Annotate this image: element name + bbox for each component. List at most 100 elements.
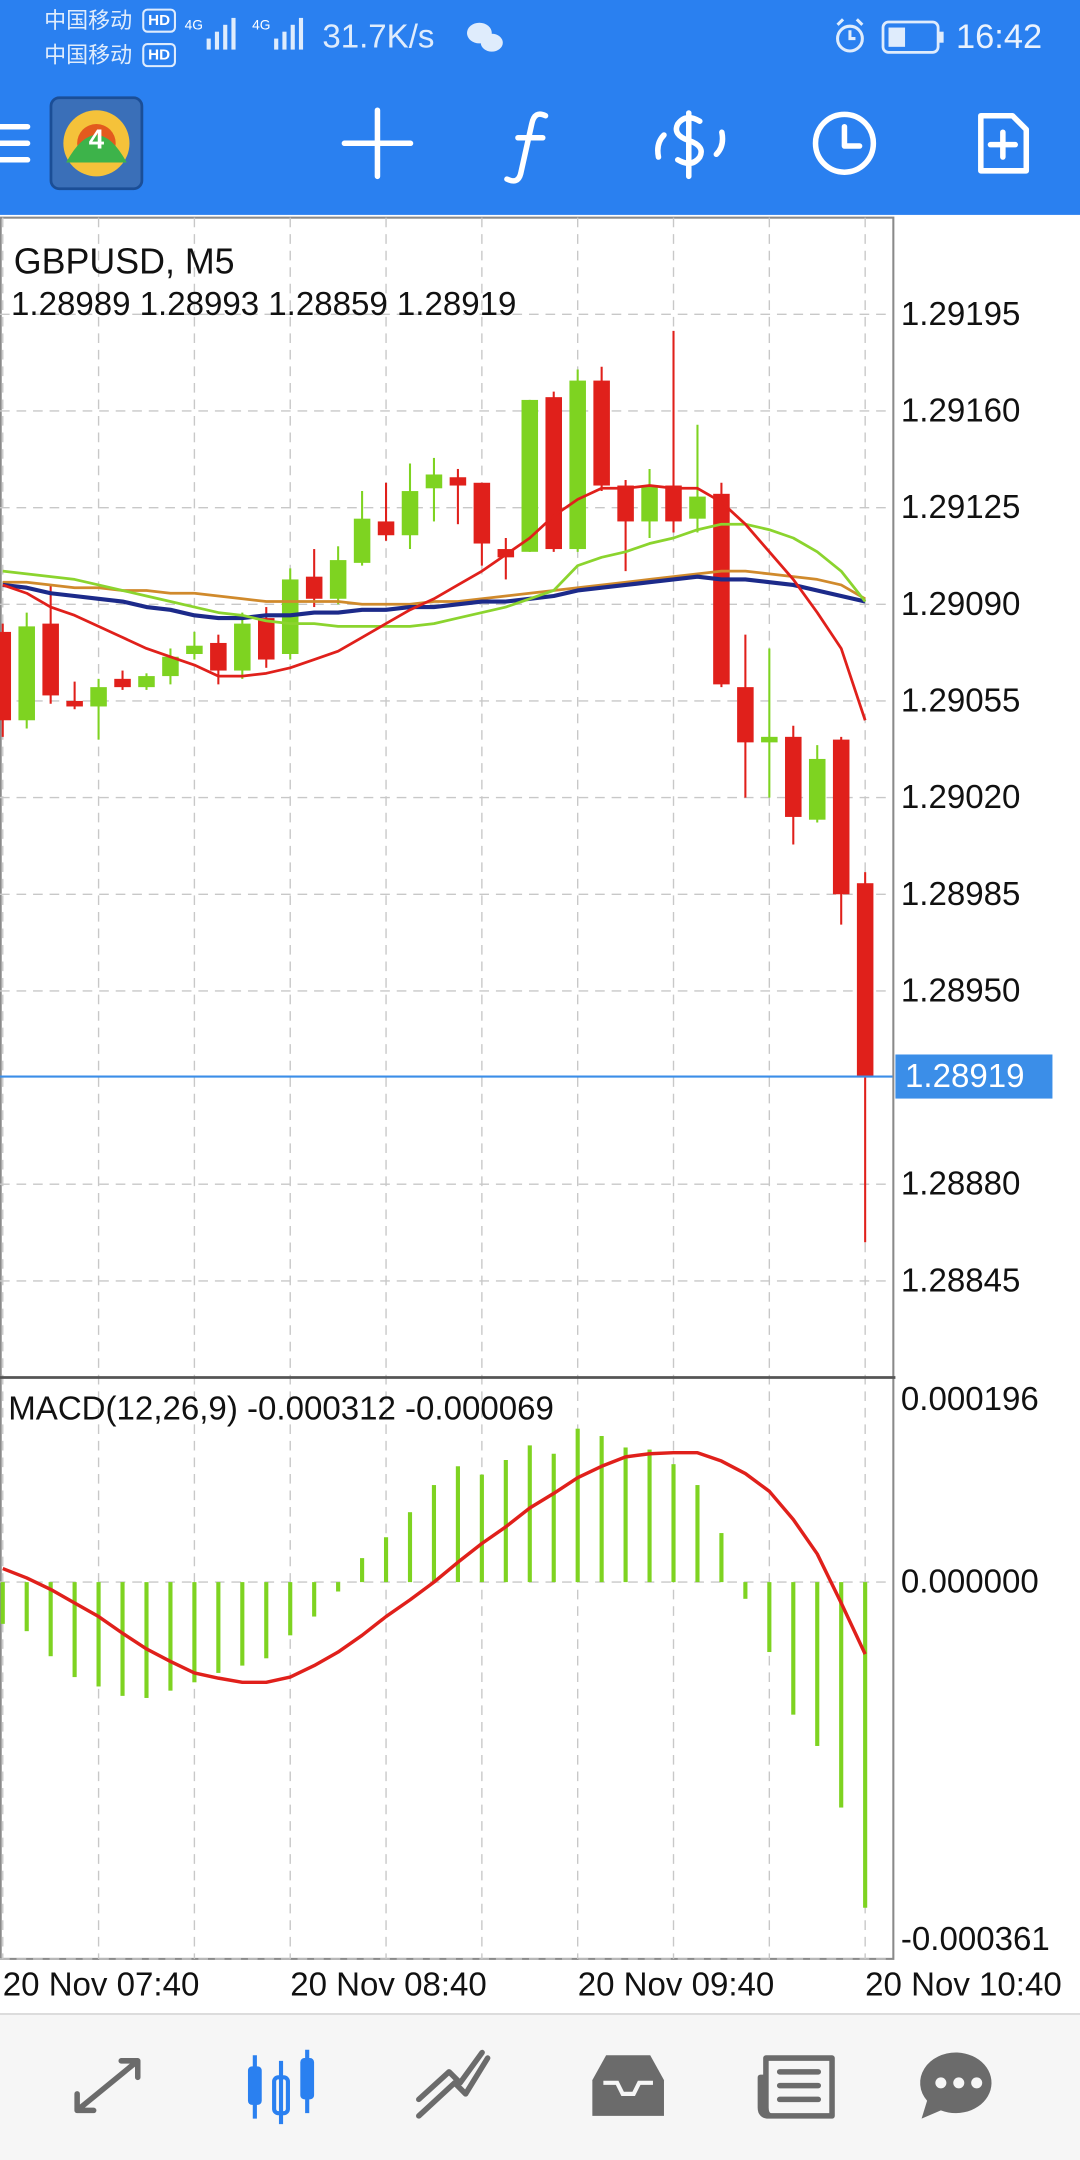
candle-body <box>521 399 539 552</box>
candle-body <box>569 380 586 550</box>
histogram-bar <box>671 1464 676 1583</box>
candle-body <box>665 485 682 522</box>
y-tick-label: 1.28985 <box>901 876 1020 913</box>
histogram-bar <box>192 1582 197 1683</box>
network-speed: 31.7K/s <box>322 19 434 56</box>
histogram-bar <box>48 1582 53 1657</box>
histogram-bar <box>312 1582 317 1617</box>
carrier: 中国移动 <box>44 43 132 68</box>
candle-body <box>138 676 155 688</box>
candle-body <box>66 700 83 707</box>
histogram-bar <box>72 1582 77 1678</box>
histogram-bar <box>575 1428 580 1583</box>
signal-line <box>2 1450 867 1685</box>
histogram-bar <box>96 1582 101 1687</box>
histogram-bar <box>719 1533 724 1583</box>
x-tick-label: 20 Nov 10:40 <box>865 1967 1062 2004</box>
histogram-bar <box>839 1582 844 1808</box>
history-tab[interactable] <box>592 2055 664 2116</box>
histogram-bar <box>360 1558 365 1583</box>
candle-body <box>114 678 131 688</box>
candle-body <box>90 687 107 707</box>
plot-layer: 1.29195 1.29160 1.29125 1.29090 1.29055 1.290… <box>0 217 1062 2004</box>
badge-text: HD <box>148 47 170 64</box>
histogram-bar <box>599 1435 604 1583</box>
quotes-tab[interactable] <box>74 2058 141 2114</box>
candle-body <box>425 474 443 489</box>
candle-body <box>329 560 347 599</box>
histogram-bar <box>815 1582 820 1746</box>
candle-body <box>785 736 802 817</box>
histogram-bar <box>623 1447 628 1583</box>
candle-body <box>377 521 395 536</box>
candle-body <box>305 576 323 599</box>
carrier: 中国移动 <box>44 8 132 33</box>
menu-button[interactable] <box>0 123 31 163</box>
histogram-bar <box>120 1582 125 1696</box>
history-button[interactable] <box>812 111 877 175</box>
battery-icon <box>881 20 944 54</box>
moving-average <box>2 484 867 721</box>
wechat-icon <box>466 22 503 52</box>
candle-body <box>737 687 754 743</box>
candle-body <box>449 477 467 486</box>
current-price-box <box>895 1054 1053 1099</box>
new-order-button[interactable] <box>978 112 1030 174</box>
histogram-bar <box>791 1582 796 1715</box>
trade-button[interactable] <box>655 110 726 180</box>
histogram-bar <box>863 1582 868 1908</box>
indicators-button[interactable] <box>504 111 549 184</box>
crosshair-button[interactable] <box>341 107 414 180</box>
candle-body <box>162 656 179 677</box>
histogram-bar <box>767 1582 772 1653</box>
candle-body <box>473 482 491 544</box>
candle-body <box>353 518 371 563</box>
news-tab[interactable] <box>757 2055 835 2119</box>
histogram-bar <box>216 1582 221 1673</box>
status-bar: 中国移动 HD 中国移动 HD 4G 4G 31.7K/s 16:42 <box>44 8 1042 67</box>
chart-title: GBPUSD, M5 <box>14 242 235 282</box>
y-tick-label: 1.29055 <box>901 682 1020 719</box>
histogram-bar <box>240 1582 245 1666</box>
candle-body <box>186 645 203 654</box>
candle-body <box>808 758 826 820</box>
moving-average <box>2 522 867 628</box>
toolbar: 4 <box>0 96 1030 191</box>
candle-body <box>0 631 12 721</box>
histogram-bar <box>0 1582 5 1624</box>
alarm-icon <box>836 18 864 53</box>
chat-tab[interactable] <box>920 2052 992 2119</box>
histogram-bar <box>264 1582 269 1659</box>
histogram-bar <box>695 1485 700 1583</box>
candle-body <box>593 380 610 486</box>
trade-tab[interactable] <box>416 2049 491 2119</box>
y-tick-label: 1.29160 <box>901 392 1020 429</box>
y-tick-label: 1.28950 <box>901 972 1020 1009</box>
network-type: 4G <box>185 17 203 32</box>
histogram-bar <box>455 1466 460 1583</box>
candle-body <box>258 618 275 660</box>
app-logo[interactable]: 4 <box>49 96 144 191</box>
signal-icon <box>206 17 236 50</box>
histogram-bar <box>168 1582 173 1691</box>
x-tick-label: 20 Nov 07:40 <box>3 1967 200 2004</box>
y-tick-label: 1.29195 <box>901 296 1020 333</box>
histogram-bar <box>431 1485 437 1583</box>
network-type: 4G <box>252 17 270 32</box>
moving-average <box>2 574 866 621</box>
moving-average <box>2 569 866 606</box>
y-tick-label: 1.29090 <box>901 586 1020 623</box>
current-price-label: 1.28919 <box>905 1058 1024 1095</box>
histogram-bar <box>407 1512 413 1583</box>
y-tick-label: 1.28880 <box>901 1166 1020 1203</box>
chart-tab[interactable] <box>247 2049 315 2125</box>
candle-body <box>689 496 706 519</box>
badge <box>142 8 176 33</box>
y-tick-label: -0.000361 <box>901 1921 1050 1958</box>
candle-body <box>832 739 850 895</box>
candle-body <box>713 493 730 685</box>
histogram-bar <box>743 1582 748 1599</box>
histogram-bar <box>551 1453 556 1583</box>
histogram-bar <box>647 1449 652 1583</box>
